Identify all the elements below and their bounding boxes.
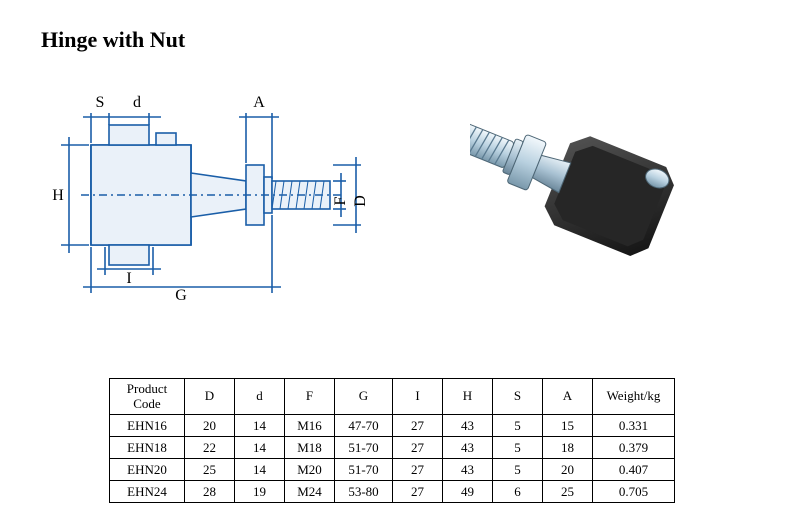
th-I: I [393,379,443,415]
table-cell: 27 [393,437,443,459]
th-S: S [493,379,543,415]
table-cell: M18 [285,437,335,459]
table-cell: 20 [185,415,235,437]
table-cell: 43 [443,459,493,481]
dim-label-d: d [133,94,141,111]
table-cell: 22 [185,437,235,459]
table-cell: 43 [443,437,493,459]
th-H: H [443,379,493,415]
table-cell: 14 [235,415,285,437]
table-cell: M16 [285,415,335,437]
table-cell: 53-80 [335,481,393,503]
table-cell: 51-70 [335,459,393,481]
technical-drawing: S d A H F D I G [41,85,371,300]
table-cell: 47-70 [335,415,393,437]
table-cell: EHN16 [110,415,185,437]
table-cell: 0.705 [593,481,675,503]
table-cell: 18 [543,437,593,459]
th-D: D [185,379,235,415]
table-cell: 0.331 [593,415,675,437]
table-cell: 25 [185,459,235,481]
table-cell: 5 [493,415,543,437]
table-cell: 5 [493,437,543,459]
table-cell: 27 [393,415,443,437]
dim-label-I: I [126,270,131,287]
product-photo [470,100,725,290]
dim-label-A: A [253,94,265,111]
table-cell: 28 [185,481,235,503]
table-header-row: Product Code D d F G I H S A Weight/kg [110,379,675,415]
table-cell: 27 [393,459,443,481]
table-cell: 6 [493,481,543,503]
table-cell: 43 [443,415,493,437]
table-cell: EHN20 [110,459,185,481]
table-cell: EHN24 [110,481,185,503]
table-cell: 49 [443,481,493,503]
th-weight: Weight/kg [593,379,675,415]
dim-label-D: D [352,195,369,207]
table-cell: 14 [235,437,285,459]
table-cell: M20 [285,459,335,481]
page-title: Hinge with Nut [41,27,185,53]
table-cell: 20 [543,459,593,481]
table-cell: 5 [493,459,543,481]
th-product-code: Product Code [110,379,185,415]
dim-label-H: H [52,187,64,204]
table-cell: 51-70 [335,437,393,459]
table-cell: 25 [543,481,593,503]
th-F: F [285,379,335,415]
table-cell: 14 [235,459,285,481]
spec-table: Product Code D d F G I H S A Weight/kg E… [109,378,675,503]
th-d: d [235,379,285,415]
table-cell: 0.407 [593,459,675,481]
table-cell: 19 [235,481,285,503]
table-row: EHN242819M2453-8027496250.705 [110,481,675,503]
dim-label-G: G [175,287,187,300]
table-cell: EHN18 [110,437,185,459]
dim-label-F: F [332,196,349,205]
dim-label-S: S [96,94,105,111]
table-row: EHN182214M1851-7027435180.379 [110,437,675,459]
th-G: G [335,379,393,415]
table-cell: 15 [543,415,593,437]
th-A: A [543,379,593,415]
table-row: EHN202514M2051-7027435200.407 [110,459,675,481]
table-cell: 0.379 [593,437,675,459]
table-cell: M24 [285,481,335,503]
table-cell: 27 [393,481,443,503]
table-row: EHN162014M1647-7027435150.331 [110,415,675,437]
